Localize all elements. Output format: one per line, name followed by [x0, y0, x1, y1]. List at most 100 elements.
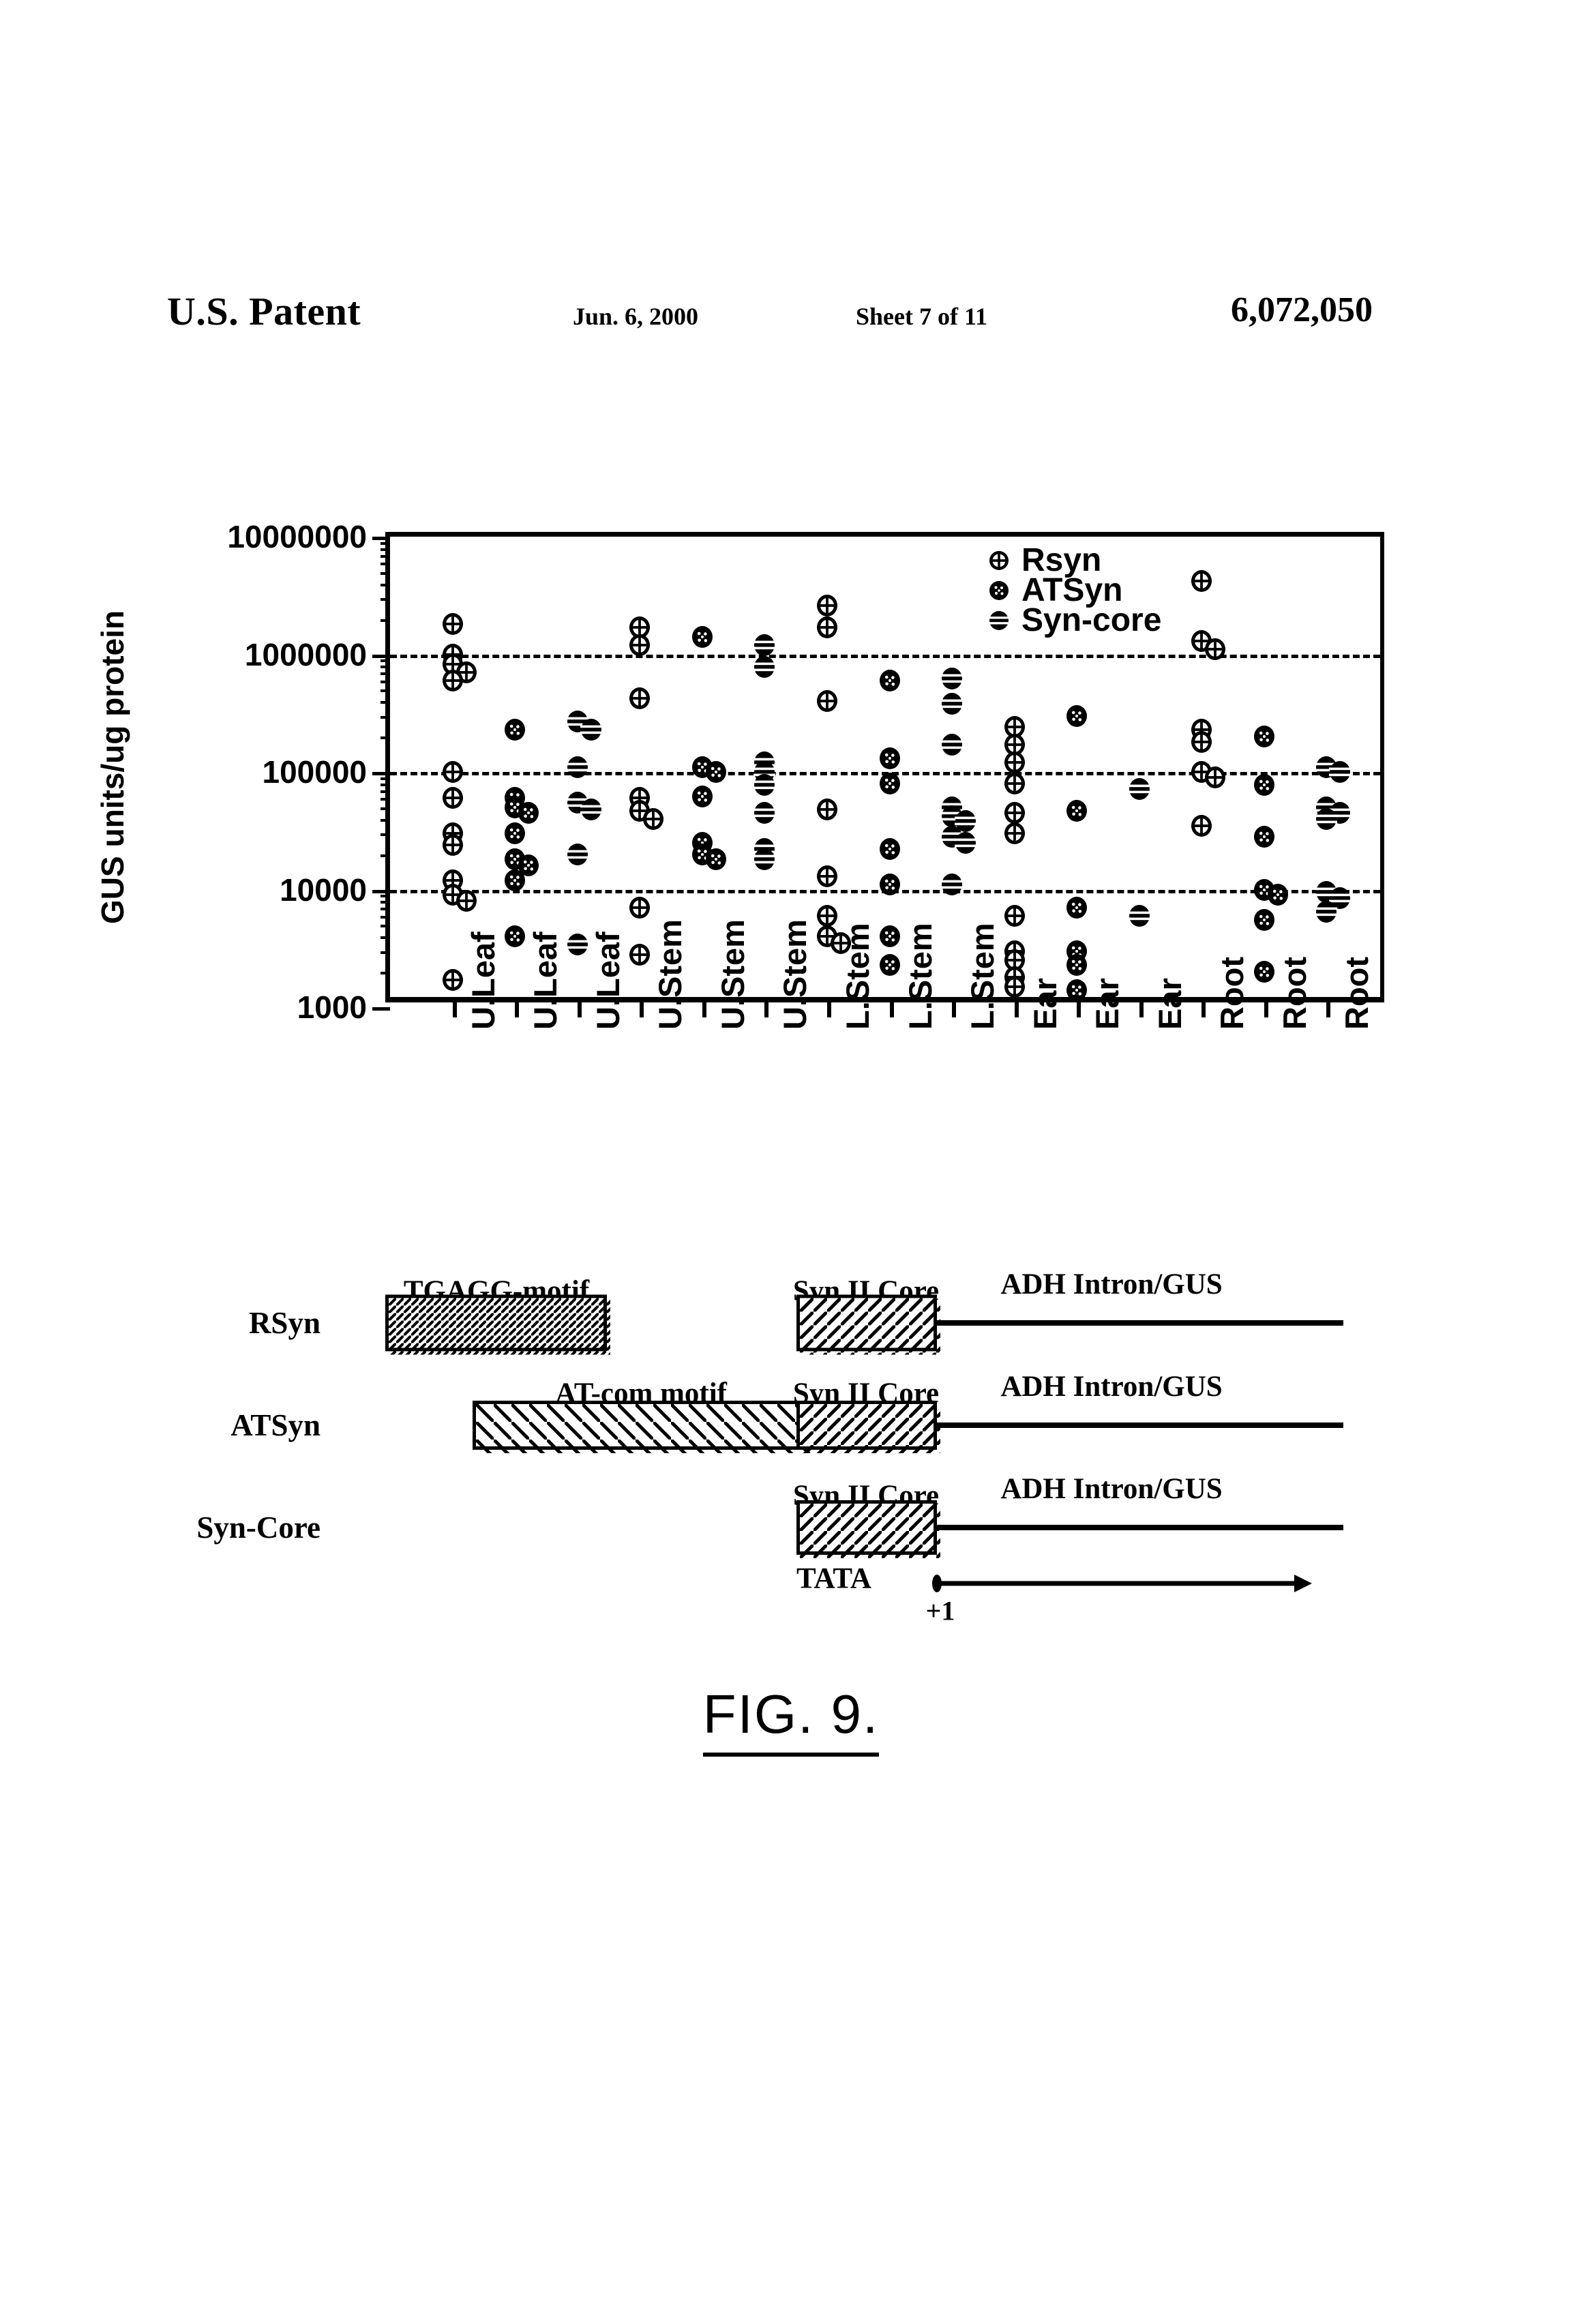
y-axis-minor-tick [380, 736, 390, 739]
legend-item-rsyn: Rsyn [987, 546, 1274, 576]
y-axis-tick-label: 1000000 [245, 636, 367, 673]
x-axis-tick [640, 997, 644, 1017]
data-point-circle-striped [580, 718, 602, 741]
x-axis-tick [702, 997, 706, 1017]
x-axis-tick [764, 997, 768, 1017]
data-point-circle-filled [518, 801, 539, 824]
y-axis-minor-tick [380, 689, 390, 692]
data-point-circle-crossed [1004, 751, 1026, 774]
data-point-circle-filled [504, 869, 526, 892]
data-point-circle-filled [879, 873, 901, 896]
data-point-circle-crossed [1004, 772, 1026, 795]
data-point-circle-filled [1253, 960, 1275, 983]
data-point-circle-filled [879, 925, 901, 948]
y-axis-tick [372, 537, 390, 540]
y-axis-title: GUS units/ug protein [94, 610, 131, 924]
data-point-circle-crossed [1004, 975, 1026, 998]
data-point-circle-striped [753, 634, 775, 657]
data-point-circle-filled [879, 669, 901, 692]
chart-legend: Rsyn ATSyn Syn-core [987, 546, 1274, 636]
circle-filled-icon [987, 578, 1011, 603]
x-axis-tick-label: U.Leaf [526, 932, 564, 1030]
data-point-circle-crossed [1004, 904, 1026, 927]
y-axis-minor-tick [380, 701, 390, 704]
data-point-circle-filled [1066, 953, 1088, 977]
arrowhead-icon [1294, 1575, 1312, 1592]
y-axis-minor-tick [380, 908, 390, 910]
y-axis-minor-tick [380, 542, 390, 545]
data-point-circle-filled [1066, 896, 1088, 919]
y-axis-minor-tick [380, 548, 390, 551]
data-point-circle-crossed [816, 865, 838, 888]
y-axis-minor-tick [380, 584, 390, 586]
x-axis-tick-label: Root [1276, 957, 1313, 1030]
y-axis-tick-label: 10000000 [227, 518, 367, 555]
construct-name: ATSyn [150, 1407, 320, 1443]
y-axis-tick-label: 100000 [263, 754, 368, 790]
x-axis-tick-label: Ear [1151, 978, 1189, 1030]
x-axis-tick-label: U.Stem [776, 919, 814, 1030]
data-point-circle-filled [1253, 773, 1275, 796]
y-axis-minor-tick [380, 777, 390, 780]
y-axis-minor-tick [380, 901, 390, 904]
y-axis-minor-tick [380, 659, 390, 662]
data-point-circle-crossed [442, 786, 464, 809]
figure-caption: FIG. 9. [0, 1683, 1582, 1757]
data-point-circle-striped [941, 873, 963, 896]
data-point-circle-crossed [816, 798, 838, 821]
y-axis-minor-tick [380, 784, 390, 786]
data-point-circle-filled [1253, 825, 1275, 848]
data-point-circle-crossed [629, 943, 651, 966]
data-point-circle-crossed [816, 904, 838, 927]
data-point-circle-striped [753, 848, 775, 871]
data-point-circle-crossed [442, 612, 464, 636]
y-axis-minor-tick [380, 681, 390, 683]
circle-crossed-icon [987, 548, 1011, 573]
y-axis-tick [372, 890, 390, 893]
data-point-circle-filled [1066, 979, 1088, 1002]
data-point-circle-crossed [629, 634, 651, 657]
data-point-circle-crossed [456, 889, 477, 912]
data-point-circle-striped [941, 692, 963, 715]
data-point-circle-crossed [642, 807, 664, 831]
data-point-circle-filled [1066, 704, 1088, 728]
data-point-circle-crossed [816, 689, 838, 713]
data-point-circle-crossed [1191, 730, 1212, 754]
data-point-circle-crossed [1204, 766, 1226, 789]
y-axis-minor-tick [380, 916, 390, 919]
y-axis-tick [372, 772, 390, 775]
data-point-circle-crossed [1191, 814, 1212, 837]
data-point-circle-striped [1315, 900, 1337, 923]
data-point-circle-filled [879, 953, 901, 977]
y-axis-tick [372, 655, 390, 658]
data-point-circle-filled [879, 747, 901, 770]
x-axis-tick [453, 997, 457, 1017]
y-axis-minor-tick [380, 666, 390, 668]
data-point-circle-striped [567, 933, 588, 956]
data-point-circle-striped [1129, 777, 1150, 801]
y-axis-minor-tick [380, 951, 390, 954]
data-point-circle-filled [691, 625, 713, 649]
legend-item-syn-core: Syn-core [987, 606, 1274, 636]
y-axis-minor-tick [380, 895, 390, 897]
y-axis-minor-tick [380, 716, 390, 719]
construct-name: Syn-Core [123, 1510, 320, 1545]
x-axis-tick [1139, 997, 1144, 1017]
data-point-circle-crossed [442, 833, 464, 856]
data-point-circle-striped [753, 655, 775, 679]
x-axis-tick-label: Ear [1088, 978, 1126, 1030]
y-axis-minor-tick [380, 972, 390, 974]
gus-expression-scatter-chart: GUS units/ug protein 10000000 1000000 1000… [0, 0, 1582, 1227]
data-point-circle-filled [1253, 908, 1275, 932]
data-point-circle-striped [753, 801, 775, 824]
data-point-circle-striped [1315, 807, 1337, 831]
data-point-circle-filled [504, 718, 526, 741]
downstream-line [937, 1525, 1343, 1530]
data-point-circle-crossed [629, 896, 651, 919]
data-point-circle-crossed [442, 669, 464, 692]
data-point-circle-crossed [830, 932, 852, 955]
y-axis-minor-tick [380, 672, 390, 675]
data-point-circle-filled [879, 772, 901, 795]
data-point-circle-striped [580, 798, 602, 821]
data-point-circle-crossed [1204, 638, 1226, 661]
